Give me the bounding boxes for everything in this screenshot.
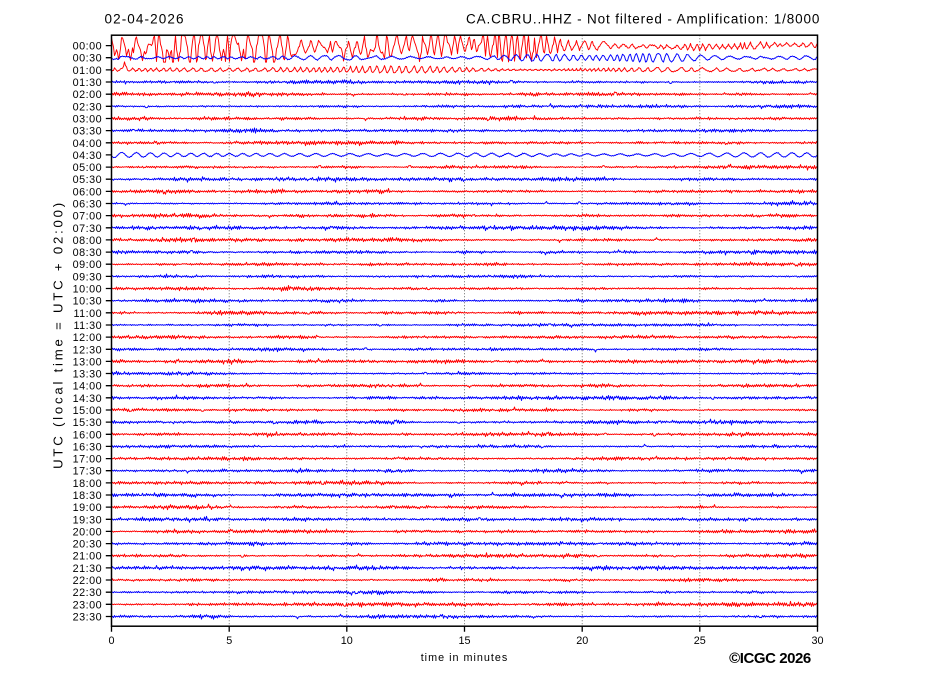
svg-text:05:30: 05:30	[73, 174, 103, 186]
svg-text:08:30: 08:30	[73, 247, 103, 259]
svg-text:20:30: 20:30	[73, 539, 103, 551]
svg-text:23:30: 23:30	[73, 612, 103, 624]
svg-text:04:30: 04:30	[73, 150, 103, 162]
svg-text:19:30: 19:30	[73, 514, 103, 526]
svg-text:00:30: 00:30	[73, 53, 103, 65]
svg-text:02-04-2026: 02-04-2026	[105, 12, 185, 27]
svg-text:09:00: 09:00	[73, 259, 103, 271]
svg-text:09:30: 09:30	[73, 271, 103, 283]
svg-text:07:00: 07:00	[73, 211, 103, 223]
svg-text:22:30: 22:30	[73, 587, 103, 599]
svg-text:17:30: 17:30	[73, 466, 103, 478]
svg-text:14:00: 14:00	[73, 381, 103, 393]
svg-text:03:00: 03:00	[73, 114, 103, 126]
svg-text:15:30: 15:30	[73, 417, 103, 429]
svg-text:16:00: 16:00	[73, 429, 103, 441]
svg-text:12:30: 12:30	[73, 344, 103, 356]
svg-text:19:00: 19:00	[73, 502, 103, 514]
svg-text:02:30: 02:30	[73, 101, 103, 113]
svg-text:15: 15	[458, 635, 470, 647]
svg-text:06:30: 06:30	[73, 199, 103, 211]
svg-text:05:00: 05:00	[73, 162, 103, 174]
svg-text:22:00: 22:00	[73, 575, 103, 587]
svg-text:04:00: 04:00	[73, 138, 103, 150]
svg-text:21:00: 21:00	[73, 551, 103, 563]
svg-text:23:00: 23:00	[73, 599, 103, 611]
svg-text:11:30: 11:30	[73, 320, 102, 332]
svg-text:20: 20	[576, 635, 588, 647]
svg-text:16:30: 16:30	[73, 441, 103, 453]
svg-text:18:00: 18:00	[73, 478, 103, 490]
svg-text:20:00: 20:00	[73, 526, 103, 538]
svg-text:11:00: 11:00	[73, 308, 102, 320]
svg-text:01:00: 01:00	[73, 65, 103, 77]
svg-text:18:30: 18:30	[73, 490, 103, 502]
svg-text:CA.CBRU..HHZ - Not filtered -: CA.CBRU..HHZ - Not filtered - Amplificat…	[466, 12, 820, 27]
svg-text:5: 5	[226, 635, 232, 647]
svg-text:10: 10	[341, 635, 353, 647]
svg-text:15:00: 15:00	[73, 405, 103, 417]
svg-text:02:00: 02:00	[73, 89, 103, 101]
svg-text:13:30: 13:30	[73, 369, 103, 381]
svg-text:14:30: 14:30	[73, 393, 103, 405]
svg-text:10:30: 10:30	[73, 296, 103, 308]
svg-text:©ICGC 2026: ©ICGC 2026	[729, 650, 811, 667]
svg-text:06:00: 06:00	[73, 186, 103, 198]
svg-text:07:30: 07:30	[73, 223, 103, 235]
svg-text:21:30: 21:30	[73, 563, 103, 575]
svg-text:12:00: 12:00	[73, 332, 103, 344]
svg-text:0: 0	[108, 635, 114, 647]
svg-text:17:00: 17:00	[73, 454, 103, 466]
svg-text:UTC (local time = UTC + 02:00): UTC (local time = UTC + 02:00)	[51, 200, 66, 469]
svg-text:03:30: 03:30	[73, 126, 103, 138]
svg-text:10:00: 10:00	[73, 284, 103, 296]
svg-text:00:00: 00:00	[73, 41, 103, 53]
svg-text:01:30: 01:30	[73, 77, 103, 89]
svg-text:13:00: 13:00	[73, 356, 103, 368]
svg-text:30: 30	[811, 635, 823, 647]
svg-text:25: 25	[694, 635, 706, 647]
svg-text:time in minutes: time in minutes	[421, 652, 509, 664]
svg-text:08:00: 08:00	[73, 235, 103, 247]
